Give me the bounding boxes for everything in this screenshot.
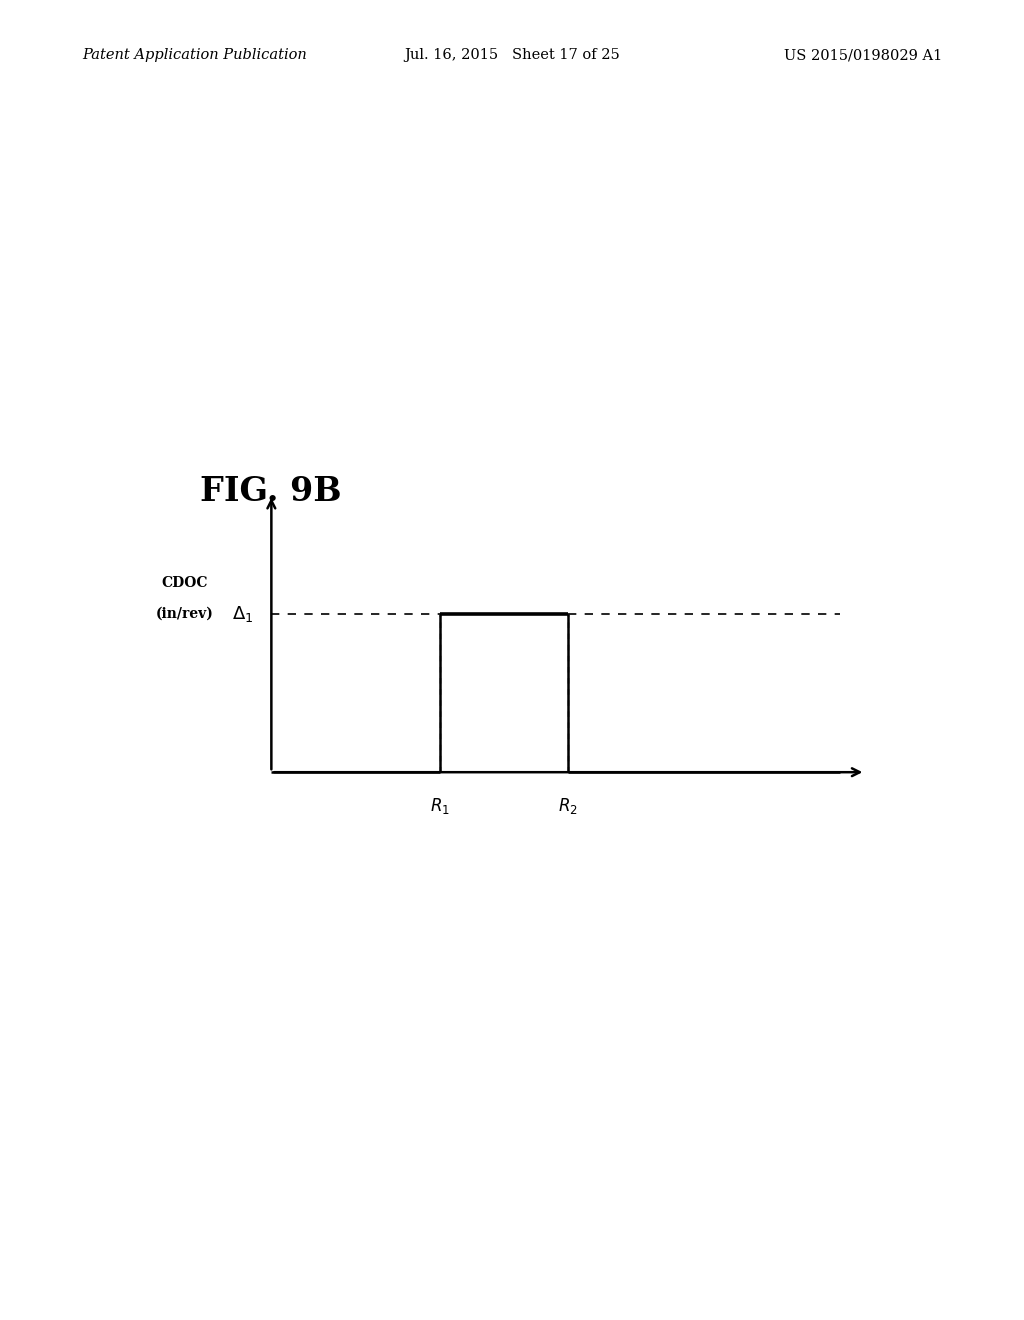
Text: FIG. 9B: FIG. 9B [200, 475, 341, 508]
Text: CDOC: CDOC [161, 577, 208, 590]
Text: (in/rev): (in/rev) [156, 607, 213, 620]
Text: $R_2$: $R_2$ [558, 796, 579, 816]
Text: Patent Application Publication: Patent Application Publication [82, 49, 306, 62]
Text: $\Delta_1$: $\Delta_1$ [231, 603, 253, 624]
Text: $R_1$: $R_1$ [430, 796, 451, 816]
Text: Jul. 16, 2015   Sheet 17 of 25: Jul. 16, 2015 Sheet 17 of 25 [404, 49, 620, 62]
Text: US 2015/0198029 A1: US 2015/0198029 A1 [783, 49, 942, 62]
